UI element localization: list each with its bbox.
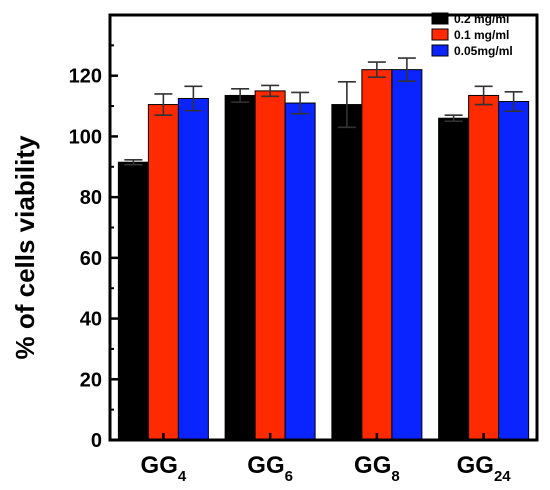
error-bar-GG6-series-1 xyxy=(231,87,250,103)
x-tick-label-GG6: GG6 xyxy=(247,452,293,485)
error-bar-GG6-series-3 xyxy=(291,91,310,115)
error-bar-GG24-series-3 xyxy=(504,91,523,113)
bar-GG8-series-1 xyxy=(331,104,363,441)
bar-GG6-series-1 xyxy=(224,94,256,441)
y-tick-label: 20 xyxy=(80,369,102,391)
x-tick-label-GG24: GG24 xyxy=(457,452,512,485)
error-bars-layer xyxy=(124,57,523,166)
error-bar-GG8-series-1 xyxy=(337,80,356,129)
bar-GG8-series-2 xyxy=(361,69,393,441)
x-tick-label-GG8: GG8 xyxy=(354,452,400,485)
y-tick-label: 120 xyxy=(69,66,102,88)
bar-GG24-series-2 xyxy=(468,94,500,441)
legend-swatch-1 xyxy=(431,12,449,25)
error-bar-GG4-series-1 xyxy=(124,159,143,166)
error-bar-GG4-series-3 xyxy=(184,85,203,112)
x-axis-ticks: GG4 GG6 GG8 GG24 xyxy=(141,433,512,485)
error-bar-GG8-series-2 xyxy=(367,61,386,79)
bar-GG4-series-3 xyxy=(177,97,209,441)
y-axis-title: % of cells viability xyxy=(10,135,40,360)
bar-GG24-series-1 xyxy=(438,117,470,441)
error-bar-GG8-series-3 xyxy=(397,57,416,82)
legend-swatch-3 xyxy=(431,44,449,57)
y-axis-ticks: 0 20 40 60 80 100 120 xyxy=(69,44,118,452)
error-bar-GG24-series-2 xyxy=(474,85,493,106)
y-tick-label: 60 xyxy=(80,248,102,270)
y-tick-label: 0 xyxy=(91,430,102,452)
legend: 0.2 mg/ml 0.1 mg/ml 0.05mg/ml xyxy=(431,12,513,58)
bar-GG24-series-3 xyxy=(498,101,530,441)
bar-GG6-series-3 xyxy=(284,102,316,441)
error-bar-GG24-series-1 xyxy=(444,114,463,123)
error-bar-GG4-series-2 xyxy=(154,93,173,116)
y-tick-label: 100 xyxy=(69,126,102,148)
legend-label-2: 0.1 mg/ml xyxy=(454,28,509,42)
y-tick-label: 80 xyxy=(80,187,102,209)
legend-label-1: 0.2 mg/ml xyxy=(454,12,509,26)
x-tick-label-GG4: GG4 xyxy=(141,452,187,485)
bar-GG4-series-1 xyxy=(117,161,149,441)
bars-layer xyxy=(117,69,530,441)
legend-swatch-2 xyxy=(431,28,449,41)
bar-GG6-series-2 xyxy=(254,90,286,441)
y-tick-label: 40 xyxy=(80,309,102,331)
legend-label-3: 0.05mg/ml xyxy=(454,44,513,58)
error-bar-GG6-series-2 xyxy=(261,84,280,98)
bar-GG8-series-3 xyxy=(391,69,423,441)
bar-GG4-series-2 xyxy=(147,104,179,441)
